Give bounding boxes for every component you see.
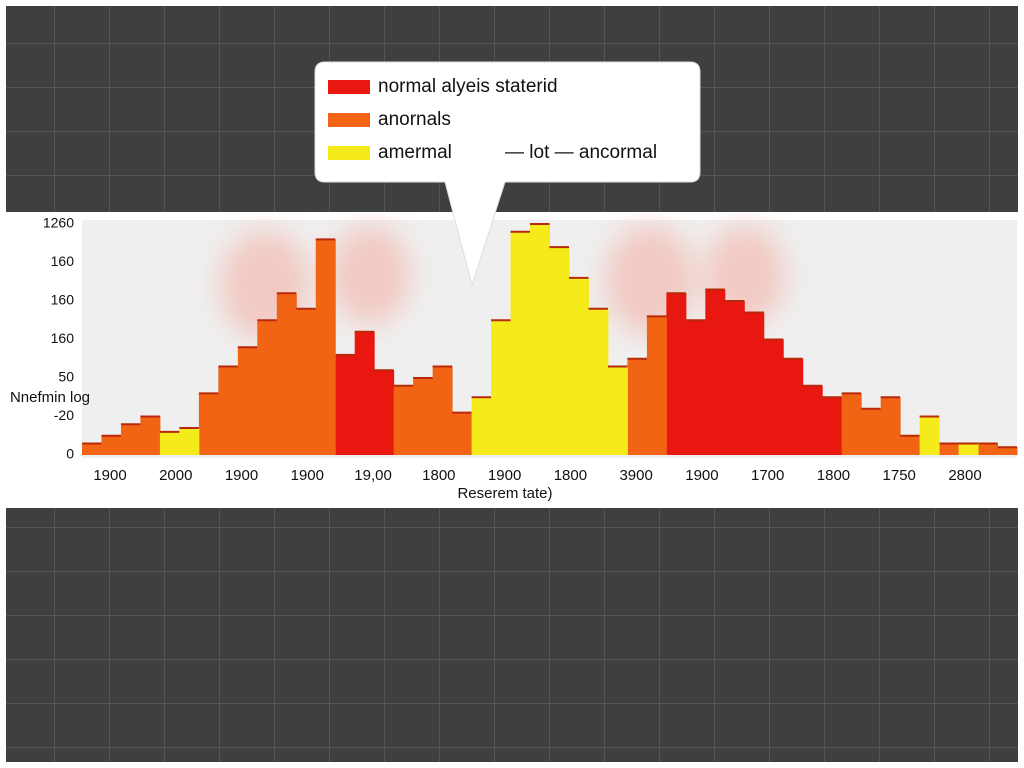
bar xyxy=(140,416,161,455)
bar xyxy=(179,428,200,455)
bar xyxy=(724,301,745,455)
bar xyxy=(978,443,999,455)
x-tick-label: 1800 xyxy=(422,467,455,484)
bar xyxy=(549,247,570,455)
bar xyxy=(939,443,960,455)
bar xyxy=(822,397,843,455)
bar xyxy=(315,239,336,455)
bar xyxy=(958,443,979,455)
bar xyxy=(705,289,726,455)
x-tick-label: 1900 xyxy=(685,467,718,484)
legend-label: anornals xyxy=(378,109,451,130)
bar xyxy=(841,393,862,455)
bar xyxy=(530,224,550,455)
bar xyxy=(471,397,492,455)
bar xyxy=(802,385,823,455)
bar xyxy=(900,435,921,455)
bar xyxy=(685,320,706,455)
bar xyxy=(120,424,141,455)
bar xyxy=(510,231,531,455)
bar xyxy=(880,397,901,455)
bar xyxy=(335,354,356,455)
bar xyxy=(491,320,512,455)
x-tick-label: 2000 xyxy=(159,467,192,484)
bottom-panel xyxy=(6,508,1018,762)
legend-swatch xyxy=(328,146,370,160)
bar xyxy=(763,339,784,455)
legend-box xyxy=(314,61,701,287)
x-tick-label: 1700 xyxy=(751,467,784,484)
x-tick-label: 1900 xyxy=(93,467,126,484)
y-tick-label: 50 xyxy=(58,369,74,385)
bar xyxy=(198,393,219,455)
bar xyxy=(568,277,589,455)
x-axis-label: Reserem tate) xyxy=(457,485,552,502)
y-axis-label: Nnefmin log xyxy=(10,389,90,406)
bar xyxy=(919,416,940,455)
y-tick-label: 160 xyxy=(51,253,75,269)
bar xyxy=(413,378,434,455)
bar xyxy=(666,293,687,455)
y-tick-label: 160 xyxy=(51,330,75,346)
x-tick-label: 1900 xyxy=(488,467,521,484)
bar xyxy=(159,431,180,455)
bar xyxy=(237,347,258,455)
x-tick-label: 1750 xyxy=(883,467,916,484)
x-tick-label: 3900 xyxy=(619,467,652,484)
legend-label: normal alyeis staterid xyxy=(378,76,558,97)
bar xyxy=(588,308,609,455)
glow xyxy=(220,225,785,340)
x-tick-label: 1800 xyxy=(817,467,850,484)
legend-swatch xyxy=(328,113,370,127)
bar xyxy=(627,358,648,455)
y-tick-label: 0 xyxy=(66,446,74,462)
y-tick-label: 1260 xyxy=(43,215,74,231)
bar xyxy=(646,316,667,455)
bar xyxy=(744,312,765,455)
legend-note: — lot — ancormal xyxy=(505,142,657,163)
x-tick-label: 19,00 xyxy=(354,467,392,484)
bar xyxy=(257,320,278,455)
bar xyxy=(783,358,804,455)
bar xyxy=(432,366,453,455)
bar xyxy=(82,443,102,455)
bar xyxy=(607,366,628,455)
x-tick-label: 2800 xyxy=(948,467,981,484)
bar xyxy=(374,370,395,455)
legend-label: amermal xyxy=(378,142,452,163)
bar xyxy=(393,385,414,455)
y-tick-label: -20 xyxy=(54,407,74,423)
x-tick-label: 1900 xyxy=(225,467,258,484)
x-tick-label: 1900 xyxy=(291,467,324,484)
legend-swatch xyxy=(328,80,370,94)
legend: normal alyeis staterid anornals amermal — … xyxy=(314,61,701,287)
x-tick-label: 1800 xyxy=(554,467,587,484)
bar xyxy=(997,447,1018,455)
bar xyxy=(452,412,473,455)
bar xyxy=(218,366,239,455)
bar xyxy=(354,331,375,455)
bar xyxy=(276,293,297,455)
bar xyxy=(861,408,882,455)
bar xyxy=(296,308,317,455)
y-tick-label: 160 xyxy=(51,292,75,308)
bar xyxy=(101,435,122,455)
